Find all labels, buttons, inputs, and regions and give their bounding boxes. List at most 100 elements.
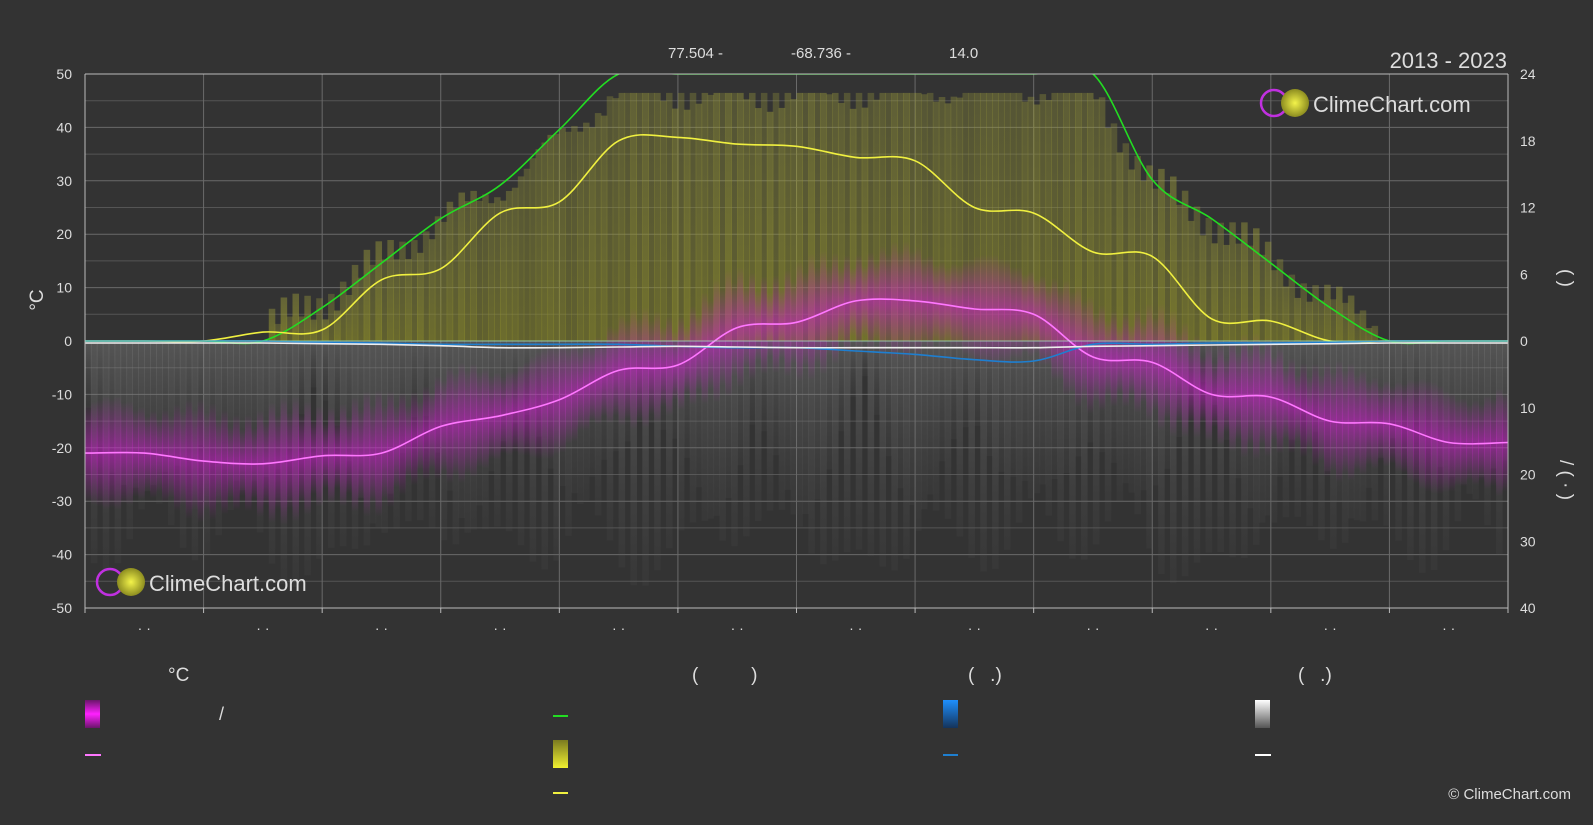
sunshine-range-bar — [814, 92, 821, 341]
sunshine-range-bar — [1187, 220, 1195, 341]
sunshine-range-bar — [1235, 243, 1242, 341]
temperature-range-bar — [1336, 360, 1343, 483]
snow-range-bar — [790, 341, 798, 515]
sunshine-range-bar — [452, 208, 460, 341]
left-tick-label: 40 — [56, 119, 72, 135]
sunshine-range-bar — [1282, 286, 1290, 341]
sunshine-range-bar — [345, 294, 353, 341]
temperature-range-bar — [666, 316, 673, 416]
snow-range-bar — [594, 341, 602, 516]
temperature-range-bar — [1472, 399, 1479, 485]
snow-range-bar — [897, 341, 904, 489]
series-lines — [85, 74, 1508, 465]
snow-range-bar — [903, 341, 910, 559]
snow-range-bar — [333, 341, 341, 426]
logo-top-right[interactable]: ClimeChart.com — [1259, 88, 1471, 118]
sunshine-range-bar — [784, 92, 792, 341]
logo-globe-icon — [117, 568, 145, 596]
sunshine-range-bar — [411, 240, 418, 341]
sunshine-range-bar — [339, 281, 347, 341]
sunshine-range-bar — [511, 187, 519, 341]
temperature-range-bar — [683, 325, 691, 393]
temperature-range-bar — [227, 426, 234, 499]
snow-range-bar — [630, 341, 637, 586]
sunshine-range-bar — [671, 108, 679, 341]
temperature-range-bar — [749, 272, 756, 381]
snow-range-bar — [772, 341, 780, 456]
snow-range-bar — [1146, 341, 1153, 549]
sunshine-range-bar — [1318, 300, 1325, 341]
header-coord-lat: 77.504 - — [668, 45, 723, 62]
snow-range-bar — [1158, 341, 1165, 575]
series-line-temp-mean — [85, 298, 1508, 465]
temperature-range-bar — [239, 429, 246, 496]
month-label: · · — [493, 620, 506, 636]
sunshine-range-bar — [1128, 169, 1136, 341]
sunshine-range-bar — [980, 92, 987, 341]
sunshine-range-bar — [606, 96, 614, 341]
sunshine-range-bar — [1253, 228, 1260, 341]
snow-range-bar — [998, 341, 1005, 472]
sunshine-range-bar — [689, 92, 697, 341]
sunshine-range-bar — [612, 98, 620, 341]
temperature-range-bar — [760, 276, 768, 375]
sunshine-range-bar — [333, 310, 341, 341]
temperature-range-bar — [535, 351, 543, 460]
snow-range-bar — [1104, 341, 1112, 522]
sunshine-range-bar — [1312, 285, 1319, 341]
legend-header-rain: ( .) — [968, 665, 1002, 686]
sunshine-range-bar — [707, 94, 715, 341]
sunshine-range-bar — [891, 92, 898, 341]
temperature-range-bar — [1140, 320, 1147, 403]
sunshine-range-bar — [381, 259, 388, 341]
sunshine-range-bar — [1288, 274, 1296, 341]
snow-range-bar — [1039, 341, 1047, 485]
sunshine-range-bar — [683, 109, 691, 341]
sunshine-range-bar — [1003, 92, 1011, 341]
sunshine-range-bar — [1264, 241, 1272, 341]
month-label: · · — [849, 620, 862, 636]
sunshine-range-bar — [695, 103, 703, 342]
sunshine-range-bar — [505, 190, 513, 341]
month-label: · · — [1086, 620, 1099, 636]
temperature-range-bar — [1466, 404, 1473, 481]
temperature-range-bar — [588, 346, 596, 421]
snow-range-bar — [250, 341, 258, 481]
logo-bottom-left[interactable]: ClimeChart.com — [95, 567, 307, 597]
sunshine-range-bar — [701, 92, 709, 341]
temperature-range-bar — [879, 246, 887, 356]
snow-range-bar — [209, 341, 217, 462]
snow-range-bar — [1092, 341, 1100, 545]
left-tick-label: -30 — [52, 493, 72, 509]
snow-range-bar — [695, 341, 703, 488]
snow-range-bar — [1003, 341, 1011, 550]
sunshine-range-bar — [1164, 193, 1171, 341]
snow-range-bar — [1122, 341, 1130, 484]
snow-range-bar — [274, 341, 282, 470]
temperature-range-bar — [1110, 311, 1118, 407]
series-line-snow-mean — [85, 342, 1508, 349]
temperature-range-bar — [1460, 398, 1468, 487]
snow-range-bar — [173, 341, 181, 466]
temperature-range-bar — [529, 356, 537, 458]
temperature-range-bar — [345, 416, 353, 494]
sunshine-range-bar — [1175, 204, 1183, 341]
sunshine-range-bar — [594, 113, 602, 341]
snow-range-bar — [867, 341, 875, 557]
snow-range-bar — [754, 341, 762, 522]
snow-range-bar — [96, 341, 104, 446]
snow-range-bar — [1009, 341, 1017, 477]
sunshine-range-bar — [992, 92, 999, 341]
snow-range-bar — [743, 341, 750, 537]
sunshine-range-bar — [1217, 222, 1224, 341]
month-label: · · — [968, 620, 981, 636]
snow-range-bar — [719, 341, 726, 541]
month-label: · · — [138, 620, 151, 636]
sunshine-range-bar — [399, 241, 406, 341]
sunshine-range-bar — [1223, 244, 1230, 341]
sunshine-range-bar — [500, 200, 507, 341]
sunshine-range-bar — [1276, 259, 1284, 341]
sunshine-range-bar — [559, 128, 566, 341]
temperature-range-bar — [369, 404, 377, 503]
snow-range-bar — [992, 341, 999, 569]
